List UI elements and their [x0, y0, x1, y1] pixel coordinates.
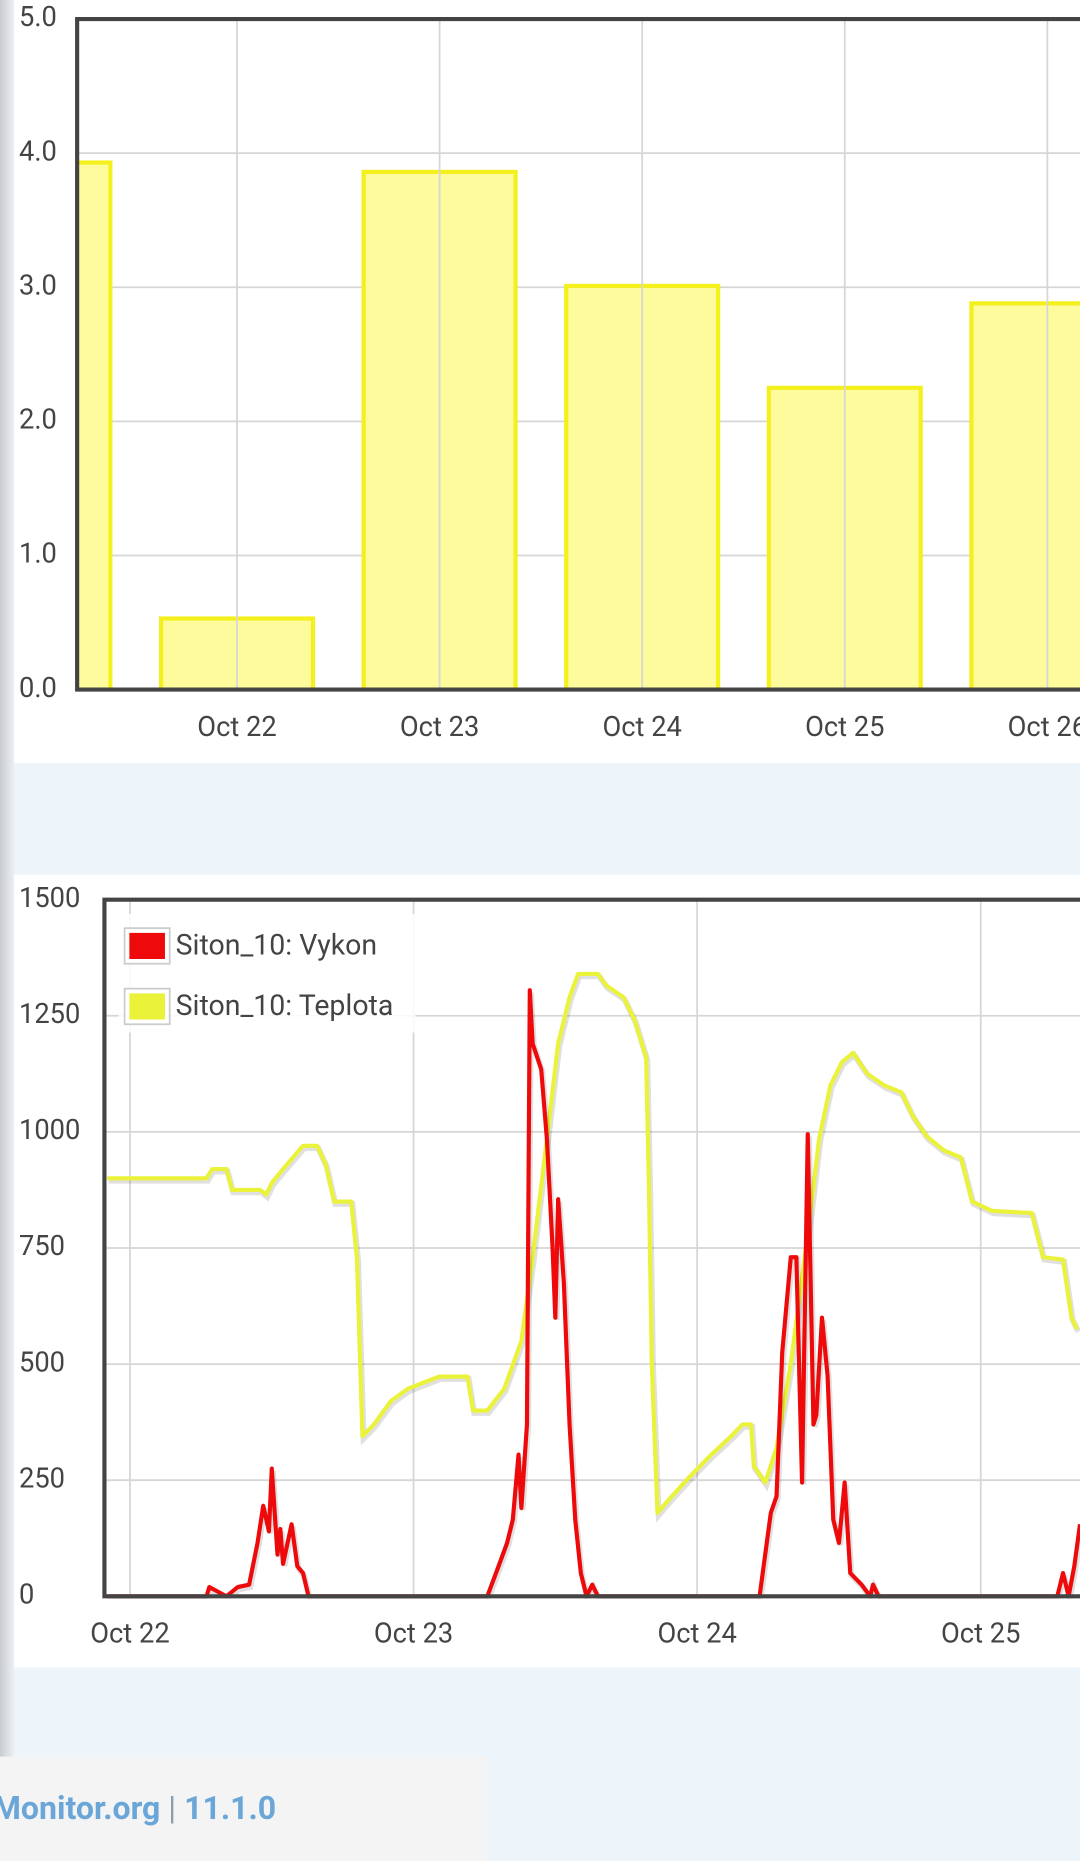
y-tick-label: 5.0 [19, 1, 57, 33]
series-line [107, 971, 1080, 1515]
x-tick-label: Oct 26 [1008, 711, 1080, 743]
x-tick-label: Oct 25 [941, 1618, 1020, 1650]
legend-label: Siton_10: Teplota [176, 989, 394, 1022]
y-tick-label: 1000 [19, 1114, 80, 1146]
legend-swatch [129, 993, 165, 1020]
x-tick-label: Oct 24 [657, 1618, 736, 1650]
y-tick-label: 750 [19, 1230, 65, 1262]
y-tick-label: 2.0 [19, 404, 57, 436]
y-tick-label: 0 [19, 1579, 34, 1611]
x-tick-label: Oct 22 [197, 711, 276, 743]
y-tick-label: 1500 [19, 882, 80, 914]
y-tick-label: 1250 [19, 998, 80, 1030]
y-tick-label: 250 [19, 1462, 65, 1494]
series-line [107, 988, 1080, 1599]
footer-text: Monitor.org | 11.1.0 [0, 1790, 276, 1828]
bar [77, 160, 113, 691]
footer-site[interactable]: Monitor.org [0, 1790, 160, 1828]
x-tick-label: Oct 24 [602, 711, 681, 743]
footer-version[interactable]: 11.1.0 [184, 1790, 276, 1828]
x-tick-label: Oct 22 [90, 1618, 169, 1650]
plot-frame [102, 897, 1080, 1599]
side-edge [0, 0, 15, 1861]
footer-panel [0, 1756, 487, 1861]
footer-separator: | [168, 1790, 176, 1828]
y-tick-label: 4.0 [19, 135, 57, 167]
y-tick-label: 500 [19, 1346, 65, 1378]
x-tick-label: Oct 23 [400, 711, 479, 743]
y-tick-label: 1.0 [19, 538, 57, 570]
x-tick-label: Oct 25 [805, 711, 884, 743]
y-tick-label: 0.0 [19, 672, 57, 704]
plot-frame [75, 16, 1080, 692]
lines [107, 971, 1080, 1599]
bar [969, 301, 1080, 691]
legend-swatch [129, 932, 165, 959]
legend-label: Siton_10: Vykon [176, 929, 377, 962]
x-tick-label: Oct 23 [374, 1618, 453, 1650]
y-tick-label: 3.0 [19, 269, 57, 301]
